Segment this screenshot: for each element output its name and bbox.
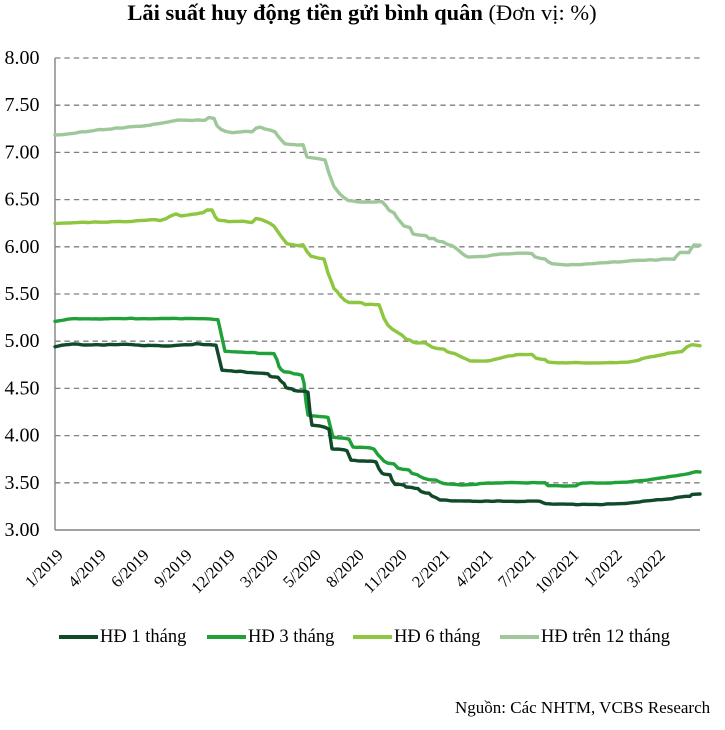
svg-text:3.00: 3.00 — [5, 519, 40, 541]
svg-text:HĐ 3 tháng: HĐ 3 tháng — [248, 627, 334, 647]
svg-text:4.50: 4.50 — [5, 377, 40, 399]
svg-text:3.50: 3.50 — [5, 472, 40, 494]
svg-text:5.50: 5.50 — [5, 283, 40, 305]
svg-text:8.00: 8.00 — [5, 47, 40, 69]
svg-text:6.50: 6.50 — [5, 189, 40, 211]
svg-text:7.00: 7.00 — [5, 141, 40, 163]
svg-text:HĐ 6 tháng: HĐ 6 tháng — [394, 627, 480, 647]
svg-text:6.00: 6.00 — [5, 236, 40, 258]
svg-text:HĐ trên 12 tháng: HĐ trên 12 tháng — [541, 627, 670, 647]
svg-text:7.50: 7.50 — [5, 94, 40, 116]
svg-text:Nguồn: Các NHTM, VCBS Research: Nguồn: Các NHTM, VCBS Research — [455, 698, 711, 717]
svg-text:Lãi suất huy động tiền gửi bìn: Lãi suất huy động tiền gửi bình quân (Đơ… — [127, 0, 596, 25]
svg-text:4.00: 4.00 — [5, 425, 40, 447]
svg-text:HĐ 1 tháng: HĐ 1 tháng — [100, 627, 186, 647]
svg-text:5.00: 5.00 — [5, 330, 40, 352]
